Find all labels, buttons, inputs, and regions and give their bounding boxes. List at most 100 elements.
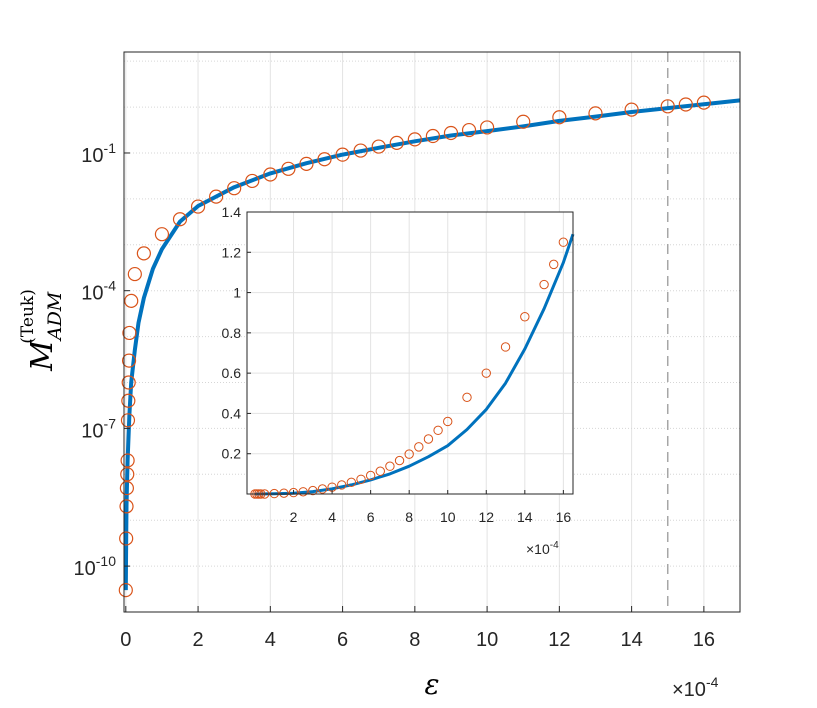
main-data-point — [120, 467, 135, 482]
main-data-point — [118, 582, 133, 598]
main-data-point — [121, 353, 137, 368]
main-data-point — [389, 135, 404, 150]
main-x-tick-label: 14 — [620, 629, 642, 651]
main-data-point — [190, 199, 206, 214]
inset-data-point — [288, 487, 299, 498]
main-series — [118, 95, 741, 598]
inset-data-point — [279, 488, 289, 498]
main-x-tick-label: 10 — [476, 629, 498, 651]
main-data-point — [121, 393, 136, 408]
inset-x-tick-label: 2 — [290, 509, 298, 525]
main-x-multiplier: ×10-4 — [672, 674, 719, 701]
main-x-tick-label: 2 — [193, 629, 204, 651]
inset-x-tick-label: 12 — [478, 509, 494, 525]
inset-axes-box — [246, 211, 574, 495]
inset-x-tick-label: 16 — [556, 509, 572, 525]
main-data-point — [136, 246, 151, 261]
main-data-point — [263, 167, 278, 182]
inset-y-tick-label: 1.2 — [222, 244, 242, 260]
main-x-tick-label: 16 — [693, 629, 715, 651]
main-data-point — [371, 139, 386, 154]
main-data-point — [120, 453, 135, 468]
inset-data-point — [549, 259, 559, 270]
main-y-tick-label: 10-1 — [81, 140, 116, 167]
inset-x-tick-label: 8 — [405, 509, 413, 525]
inset-data-point — [520, 312, 530, 322]
main-data-point — [660, 99, 675, 114]
inset-data-point — [500, 342, 511, 352]
inset-data-point — [317, 484, 328, 494]
inset-y-ticks: 0.2 0.4 0.6 0.8 1 1.2 1.4 — [222, 204, 251, 462]
main-y-tick-label: 10-10 — [74, 553, 117, 580]
inset-data-point — [443, 416, 453, 427]
inset-data-point — [481, 368, 491, 378]
inset-data-point — [356, 474, 366, 484]
inset-data-point — [414, 442, 424, 452]
main-data-point — [122, 325, 137, 341]
inset-y-tick-label: 1 — [233, 285, 241, 301]
main-axes-box — [123, 51, 741, 613]
main-data-point — [119, 481, 134, 496]
main-x-tick-label: 6 — [337, 629, 348, 651]
main-data-point — [461, 122, 477, 138]
inset-x-tick-label: 4 — [328, 509, 336, 525]
main-data-point — [209, 189, 224, 204]
main-data-point — [479, 120, 495, 135]
inset-plot-area — [247, 212, 573, 494]
inset-y-tick-label: 0.2 — [222, 446, 242, 462]
main-x-tick-label: 8 — [409, 629, 420, 651]
inset-x-tick-label: 10 — [440, 509, 456, 525]
main-data-point — [172, 212, 188, 227]
main-x-tick-label: 12 — [548, 629, 570, 651]
main-x-tick-label: 4 — [265, 629, 276, 651]
main-data-point — [119, 531, 134, 546]
main-data-point — [245, 173, 260, 189]
inset-data-point — [539, 279, 549, 290]
main-y-tick-label: 10-7 — [81, 415, 116, 442]
main-data-point — [317, 152, 332, 167]
main-data-point — [335, 147, 350, 162]
inset-data-point — [365, 470, 376, 481]
main-data-point — [119, 499, 134, 514]
main-data-point — [425, 128, 441, 144]
main-data-point — [121, 375, 136, 390]
inset-data-point — [298, 487, 308, 497]
main-data-point — [227, 181, 242, 196]
inset-data-point — [385, 461, 395, 471]
inset-data-point — [375, 466, 385, 476]
inset-data-point — [462, 392, 472, 403]
main-data-point — [407, 132, 422, 147]
main-data-point — [127, 266, 142, 282]
main-data-point — [696, 95, 711, 110]
inset-data-point — [404, 449, 414, 459]
inset-data-point — [337, 480, 347, 490]
inset-y-tick-label: 0.6 — [222, 365, 242, 381]
inset-data-point — [558, 237, 569, 247]
main-data-point — [443, 125, 459, 141]
main-x-ticks: 0 2 4 6 8 10 12 14 16 — [120, 606, 715, 651]
inset-data-point — [433, 425, 443, 436]
main-data-point — [588, 106, 603, 121]
main-data-point — [624, 102, 639, 117]
inset-y-tick-label: 1.4 — [222, 204, 242, 220]
inset-x-ticks: 2 4 6 8 10 12 14 16 — [290, 490, 572, 525]
main-data-point — [120, 413, 136, 428]
inset-x-tick-label: 6 — [367, 509, 375, 525]
inset-data-point — [346, 477, 357, 488]
main-x-label: ε — [424, 668, 439, 701]
main-data-point — [154, 227, 170, 242]
main-data-point — [299, 156, 314, 171]
main-data-point — [353, 143, 368, 158]
main-y-ticks: 10-10 10-7 10-4 10-1 — [74, 140, 130, 580]
main-data-point — [552, 110, 567, 125]
inset-data-point — [308, 485, 318, 496]
inset-y-tick-label: 0.4 — [222, 405, 242, 421]
inset-x-multiplier: ×10-4 — [526, 540, 559, 557]
inset-plot: 2 4 6 8 10 12 14 16 0.2 0.4 0.6 0.8 1 1.2 1.4 ×10-4 — [222, 204, 575, 557]
main-x-tick-label: 0 — [120, 629, 131, 651]
main-y-tick-label: 10-4 — [81, 278, 116, 305]
inset-data-point — [423, 434, 434, 444]
main-data-point — [516, 114, 531, 129]
